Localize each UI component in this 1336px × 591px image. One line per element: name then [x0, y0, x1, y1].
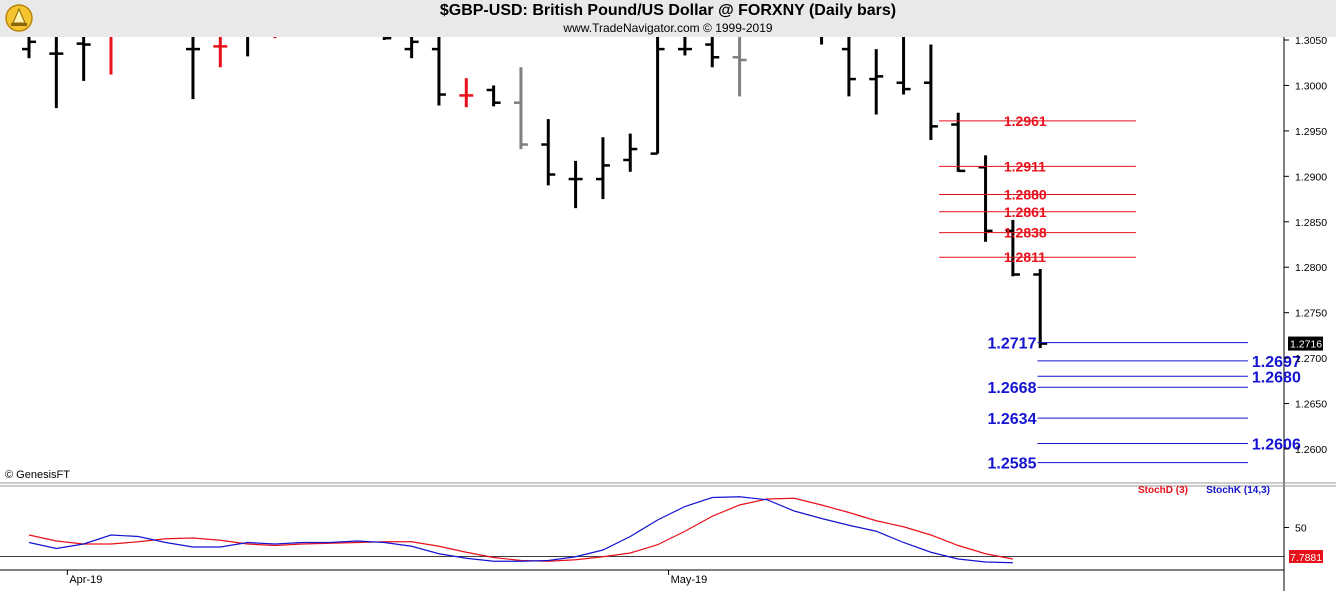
stochastic-panel: 50 StochD (3) StochK (14,3) 7.7881 [0, 485, 1323, 564]
price-tick-label: 1.2750 [1295, 308, 1327, 320]
price-tick-label: 1.2850 [1295, 217, 1327, 229]
date-tick-label: May-19 [671, 574, 708, 586]
date-tick-label: Apr-19 [69, 574, 102, 586]
price-tick-label: 1.3050 [1295, 35, 1327, 47]
price-tick-label: 1.2800 [1295, 262, 1327, 274]
resistance-level-label: 1.2838 [1004, 225, 1047, 241]
resistance-level-label: 1.2861 [1004, 204, 1047, 220]
support-level-label: 1.2585 [988, 456, 1037, 473]
price-plot-area [0, 37, 1284, 482]
support-level-label: 1.2697 [1252, 354, 1301, 371]
trade-navigator-logo [4, 3, 34, 38]
chart-title: $GBP-USD: British Pound/US Dollar @ FORX… [439, 2, 897, 19]
support-level-label: 1.2606 [1252, 437, 1301, 454]
support-level-label: 1.2680 [1252, 369, 1301, 386]
last-price-box [1288, 336, 1323, 351]
price-tick-label: 1.2900 [1295, 171, 1327, 183]
legend-stochd: StochD (3) [1138, 485, 1188, 496]
resistance-level-label: 1.2880 [1004, 187, 1047, 203]
copyright-label: © GenesisFT [5, 469, 70, 481]
price-tick-label: 1.2700 [1295, 353, 1327, 365]
stochd-line [28, 497, 1013, 562]
stochk-line [28, 496, 1013, 564]
support-level-label: 1.2668 [988, 380, 1037, 397]
stoch-value-label: 7.7881 [1290, 552, 1322, 564]
last-price-label: 1.2716 [1290, 339, 1322, 351]
bar-group [22, 37, 1048, 349]
resistance-level-label: 1.2961 [1004, 113, 1047, 129]
stoch-value-box [1289, 550, 1323, 563]
price-axis: 1.2600 1.2650 1.2700 1.2750 1.2800 1.2850 1.29… [1284, 35, 1327, 456]
legend-stochk: StochK (14,3) [1206, 485, 1270, 496]
stoch-tick-label: 50 [1295, 523, 1307, 535]
chart-frame [0, 37, 1336, 591]
ohlc-bars [22, 37, 1048, 349]
chart-subtitle: www.TradeNavigator.com © 1999-2019 [563, 21, 773, 35]
price-tick-label: 1.2950 [1295, 126, 1327, 138]
price-tick-label: 1.2650 [1295, 399, 1327, 411]
resistance-level-label: 1.2911 [1004, 158, 1046, 174]
price-tick-label: 1.3000 [1295, 80, 1327, 92]
price-tick-label: 1.2600 [1295, 444, 1327, 456]
support-level-label: 1.2634 [988, 411, 1037, 428]
resistance-level-label: 1.2811 [1004, 249, 1046, 265]
chart-header: $GBP-USD: British Pound/US Dollar @ FORX… [0, 0, 1336, 37]
date-axis: Apr-19 May-19 [66, 570, 708, 586]
support-level-label: 1.2717 [988, 336, 1037, 353]
